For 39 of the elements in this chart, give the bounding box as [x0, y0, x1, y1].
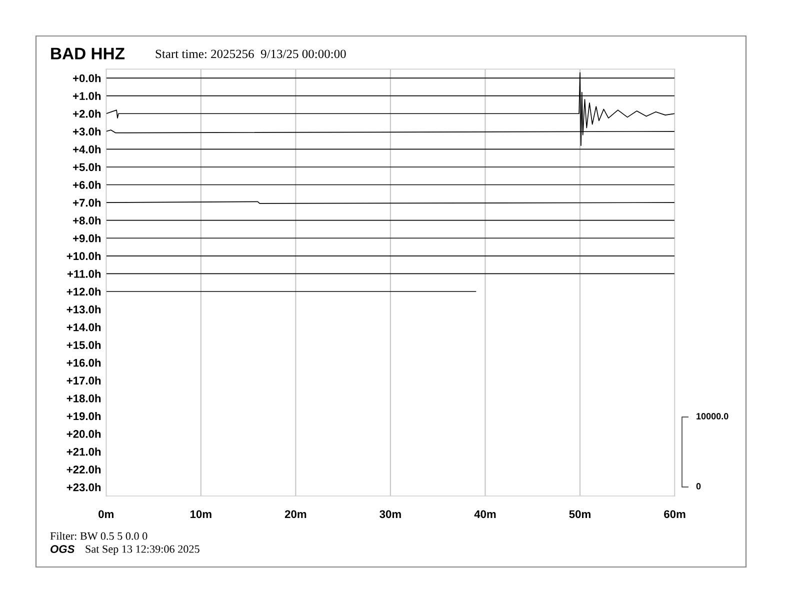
y-tick-label: +22.0h: [66, 465, 101, 474]
y-tick-label: +5.0h: [73, 162, 101, 172]
y-tick-label: +6.0h: [73, 180, 101, 189]
y-tick-label: +21.0h: [66, 448, 101, 456]
x-tick-label: 0m: [98, 510, 114, 518]
y-tick-label: +3.0h: [73, 127, 101, 136]
text: 10000.0: [696, 413, 728, 420]
y-tick-label: +18.0h: [66, 394, 101, 402]
x-tick-label: 40m: [474, 510, 496, 518]
y-tick-label: +9.0h: [73, 234, 101, 242]
text: Sat Sep 13 12:39:06 2025: [86, 545, 200, 556]
y-tick-label: +11.0h: [67, 270, 101, 278]
y-tick-label: +23.0h: [66, 483, 101, 492]
x-tick-label: 50m: [569, 510, 590, 518]
x-tick-label: 20m: [284, 510, 306, 518]
chart-title: BAD HHZ: [51, 48, 125, 60]
text: 0: [696, 483, 701, 490]
y-tick-label: +15.0h: [66, 340, 101, 349]
x-tick-label: 30m: [380, 510, 401, 518]
y-tick-label: +14.0h: [66, 323, 101, 332]
y-tick-label: +17.0h: [66, 376, 101, 385]
line-series: [106, 72, 675, 146]
text: Filter: BW 0.5 5 0.0 0: [50, 532, 148, 540]
y-tick-label: +2.0h: [73, 110, 101, 118]
y-tick-label: +20.0h: [66, 430, 101, 438]
x-tick-label: 10m: [190, 510, 212, 518]
y-tick-label: +16.0h: [66, 358, 101, 367]
x-tick-label: 60m: [664, 510, 686, 518]
y-tick-label: +19.0h: [66, 412, 101, 420]
y-tick-label: +10.0h: [66, 252, 101, 260]
y-tick-label: +12.0h: [66, 287, 101, 296]
y-tick-label: +0.0h: [73, 74, 101, 82]
y-tick-label: +8.0h: [73, 216, 101, 224]
y-tick-label: +1.0h: [73, 92, 101, 100]
text: OGS: [50, 545, 75, 553]
y-tick-label: +4.0h: [73, 145, 101, 154]
y-tick-label: +13.0h: [66, 305, 101, 314]
chart-subtitle: Start time: 2025256 9/13/25 00:00:00: [156, 50, 346, 58]
y-tick-label: +7.0h: [73, 198, 101, 207]
